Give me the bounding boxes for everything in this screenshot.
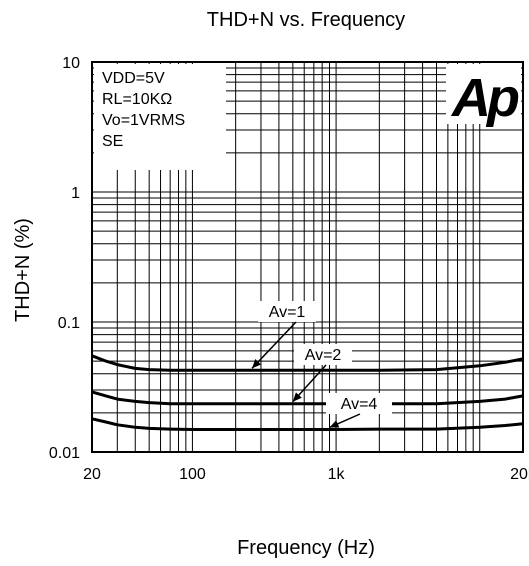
series-annotations: Av=1 Av=2 Av=4 (251, 301, 392, 429)
series-label: Av=1 (269, 304, 306, 321)
annotation-arrowhead (329, 420, 340, 428)
y-tick-label: 0.1 (58, 315, 80, 332)
condition-text: Vo=1VRMS (102, 112, 185, 129)
y-tick-label: 0.01 (49, 445, 80, 462)
ap-logo: Ap (446, 64, 523, 128)
condition-text: SE (102, 133, 123, 150)
series-lines (91, 354, 524, 431)
annotation-box (294, 344, 352, 365)
condition-text: VDD=5V (102, 70, 165, 87)
conditions-background (94, 64, 226, 170)
series-line (91, 417, 524, 431)
series-line (91, 390, 524, 406)
annotation-arrow-line (251, 321, 297, 369)
condition-text: RL=10KΩ (102, 91, 172, 108)
x-tick-label: 20 (83, 466, 101, 483)
chart-title: THD+N vs. Frequency (207, 9, 405, 31)
series-label: Av=4 (341, 396, 378, 413)
annotation-box (326, 393, 392, 414)
plot-frame (91, 61, 524, 453)
axis-tick-labels: 20 100 1k 20k 10 1 0.1 0.01 (49, 55, 529, 483)
x-tick-label: 1k (328, 466, 346, 483)
series-label: Av=2 (305, 347, 342, 364)
annotation-arrowhead (252, 359, 262, 369)
logo-background (446, 64, 521, 124)
x-tick-label: 20k (510, 466, 529, 483)
logo-text: Ap (450, 68, 519, 128)
x-tick-label: 100 (179, 466, 206, 483)
y-tick-label: 10 (62, 55, 80, 72)
y-axis-label: THD+N (%) (12, 218, 34, 322)
y-tick-label: 1 (71, 185, 80, 202)
annotation-box (258, 301, 316, 322)
x-axis-label: Frequency (Hz) (237, 537, 375, 559)
conditions-box: VDD=5V RL=10KΩ Vo=1VRMS SE (94, 64, 226, 170)
annotation-arrowhead (292, 392, 302, 402)
series-line (91, 354, 524, 372)
